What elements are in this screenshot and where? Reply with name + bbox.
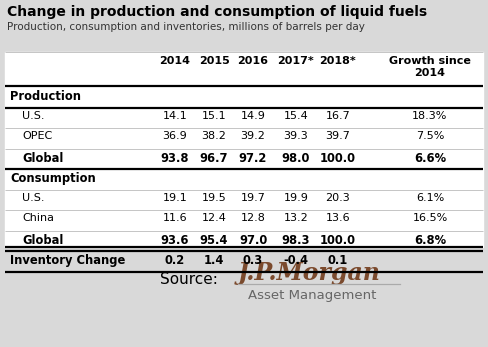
Text: 14.9: 14.9: [241, 110, 265, 120]
Text: Global: Global: [22, 152, 63, 164]
Text: 39.7: 39.7: [325, 131, 350, 141]
Text: 0.3: 0.3: [243, 254, 263, 267]
Text: 16.5%: 16.5%: [412, 213, 447, 223]
Text: Inventory Change: Inventory Change: [10, 254, 125, 267]
Text: 0.1: 0.1: [328, 254, 348, 267]
Text: Global: Global: [22, 234, 63, 246]
Text: 2018*: 2018*: [320, 56, 356, 66]
Text: Asset Management: Asset Management: [248, 288, 376, 302]
Text: 20.3: 20.3: [325, 193, 350, 203]
Text: 6.8%: 6.8%: [414, 234, 446, 246]
Text: Production, consumption and inventories, millions of barrels per day: Production, consumption and inventories,…: [7, 22, 365, 32]
Text: 97.2: 97.2: [239, 152, 267, 164]
Text: Consumption: Consumption: [10, 172, 96, 185]
Text: 2015: 2015: [199, 56, 229, 66]
Text: 2016: 2016: [238, 56, 268, 66]
Text: 19.5: 19.5: [202, 193, 226, 203]
Text: 100.0: 100.0: [320, 234, 356, 246]
Text: 2014: 2014: [160, 56, 190, 66]
Text: 0.2: 0.2: [165, 254, 185, 267]
Text: -0.4: -0.4: [284, 254, 308, 267]
Text: U.S.: U.S.: [22, 110, 44, 120]
Text: 19.1: 19.1: [163, 193, 187, 203]
Text: 93.8: 93.8: [161, 152, 189, 164]
Text: 15.1: 15.1: [202, 110, 226, 120]
Bar: [5, 52, 483, 247]
Text: U.S.: U.S.: [22, 193, 44, 203]
Text: 97.0: 97.0: [239, 234, 267, 246]
Text: Change in production and consumption of liquid fuels: Change in production and consumption of …: [7, 5, 427, 19]
Text: 100.0: 100.0: [320, 152, 356, 164]
Text: 18.3%: 18.3%: [412, 110, 447, 120]
Text: 38.2: 38.2: [202, 131, 226, 141]
Text: Production: Production: [10, 90, 81, 103]
Text: 16.7: 16.7: [325, 110, 350, 120]
Text: 11.6: 11.6: [163, 213, 187, 223]
Text: 39.2: 39.2: [241, 131, 265, 141]
Text: 2017*: 2017*: [278, 56, 314, 66]
Text: 95.4: 95.4: [200, 234, 228, 246]
Text: Growth since
2014: Growth since 2014: [389, 56, 471, 78]
Text: 98.0: 98.0: [282, 152, 310, 164]
Text: China: China: [22, 213, 54, 223]
Text: OPEC: OPEC: [22, 131, 52, 141]
Text: 19.9: 19.9: [284, 193, 308, 203]
Text: 96.7: 96.7: [200, 152, 228, 164]
Text: 6.6%: 6.6%: [414, 152, 446, 164]
Text: 6.1%: 6.1%: [416, 193, 444, 203]
Text: Source:: Source:: [160, 271, 218, 287]
Text: 13.2: 13.2: [284, 213, 308, 223]
Text: 39.3: 39.3: [284, 131, 308, 141]
Text: J.P.Morgan: J.P.Morgan: [238, 261, 381, 285]
Text: 12.8: 12.8: [241, 213, 265, 223]
Text: 7.5%: 7.5%: [416, 131, 444, 141]
Text: 36.9: 36.9: [163, 131, 187, 141]
Text: 19.7: 19.7: [241, 193, 265, 203]
Text: 15.4: 15.4: [284, 110, 308, 120]
Text: 1.4: 1.4: [204, 254, 224, 267]
Text: 13.6: 13.6: [325, 213, 350, 223]
Text: 12.4: 12.4: [202, 213, 226, 223]
Text: 98.3: 98.3: [282, 234, 310, 246]
Text: 14.1: 14.1: [163, 110, 187, 120]
Text: 93.6: 93.6: [161, 234, 189, 246]
